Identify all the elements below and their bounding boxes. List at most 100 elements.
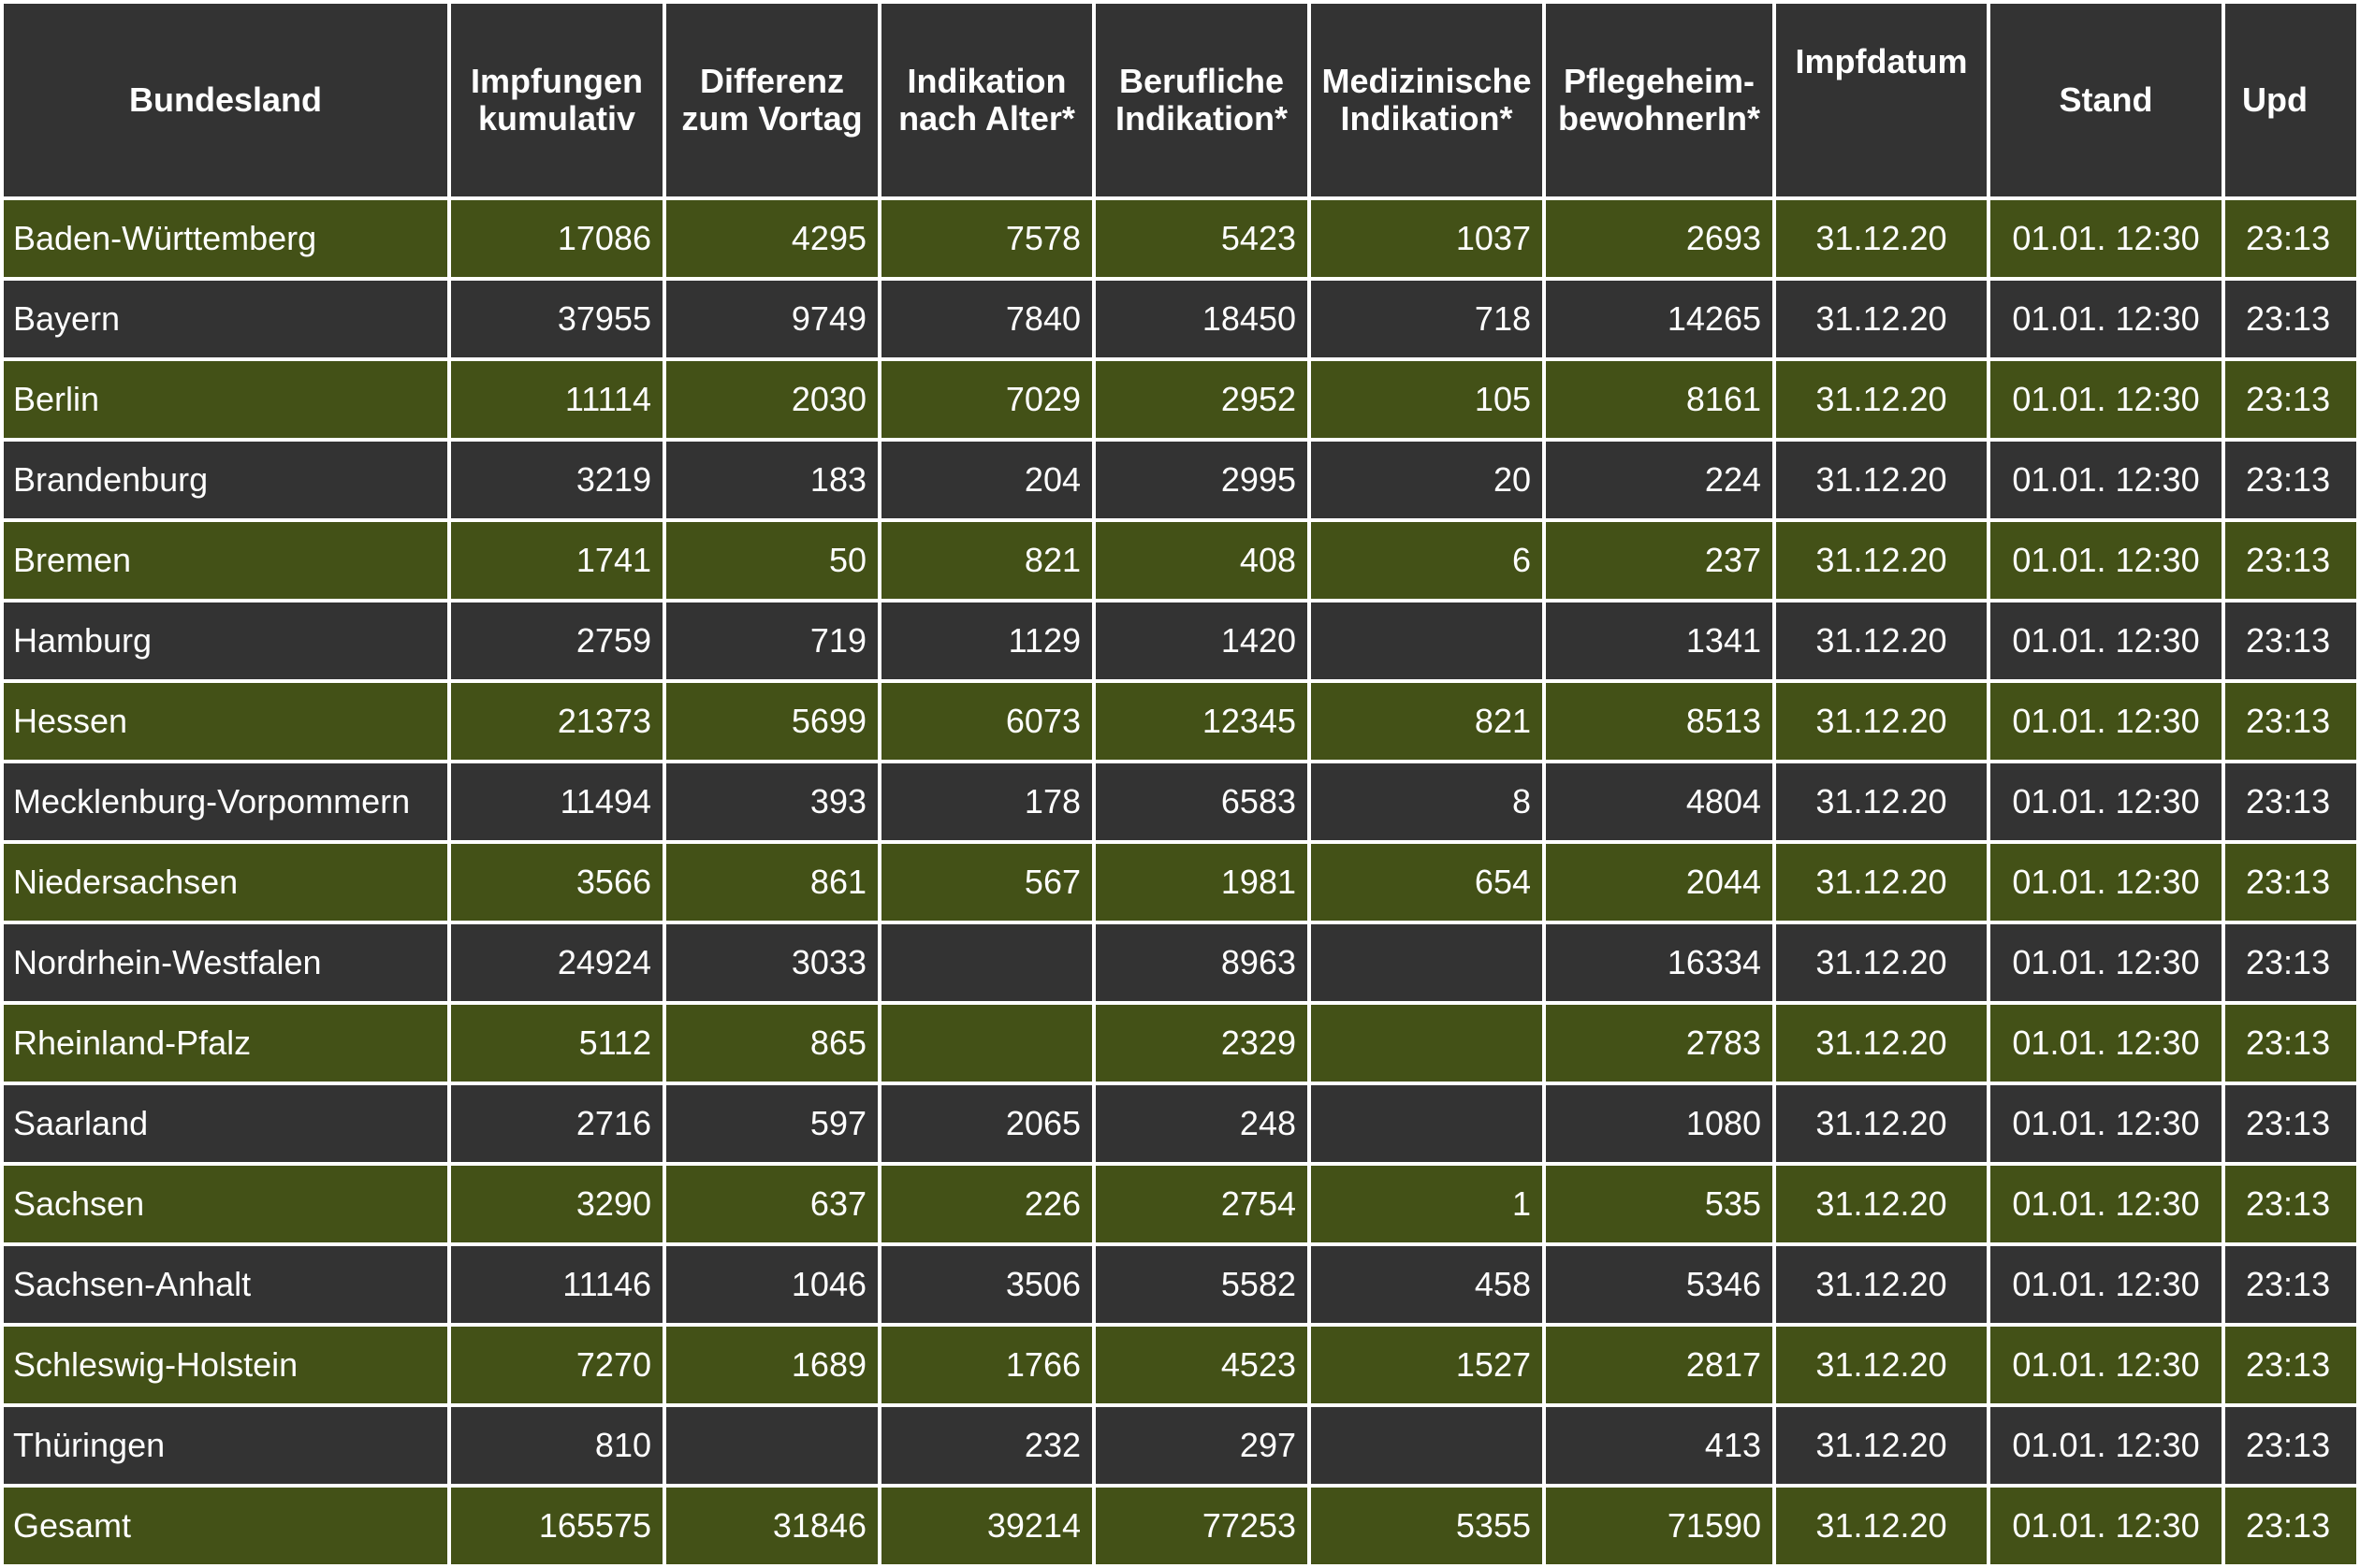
cell-impfdatum: 31.12.20 <box>1774 279 1990 361</box>
cell-medizinische-indikation: 8 <box>1309 762 1546 844</box>
cell-impfungen-kumulativ: 11114 <box>449 359 666 442</box>
cell-bundesland: Hamburg <box>4 601 451 683</box>
table-row: Mecklenburg-Vorpommern 11494 393 178 6583 8 48… <box>4 762 2356 844</box>
cell-indikation-nach-alter: 232 <box>880 1405 1096 1488</box>
cell-berufliche-indikation: 1420 <box>1094 601 1311 683</box>
cell-differenz-zum-vortag: 5699 <box>664 681 881 763</box>
table-row: Baden-Württemberg 17086 4295 7578 5423 1037 26… <box>4 198 2356 281</box>
cell-pflegeheimbewohner: 1341 <box>1544 601 1776 683</box>
cell-berufliche-indikation: 248 <box>1094 1083 1311 1166</box>
cell-bundesland: Thüringen <box>4 1405 451 1488</box>
cell-indikation-nach-alter: 39214 <box>880 1486 1096 1568</box>
header-indikation-nach-alter: Indikation nach Alter* <box>880 4 1096 200</box>
table-row: Sachsen 3290 637 226 2754 1 535 31.12.20 01.01. … <box>4 1164 2356 1246</box>
cell-impfdatum: 31.12.20 <box>1774 359 1990 442</box>
cell-berufliche-indikation: 4523 <box>1094 1325 1311 1407</box>
header-line: Bundesland <box>128 80 322 119</box>
header-line: Indikation <box>907 62 1067 100</box>
cell-medizinische-indikation: 5355 <box>1309 1486 1546 1568</box>
cell-differenz-zum-vortag: 865 <box>664 1003 881 1085</box>
cell-bundesland: Sachsen-Anhalt <box>4 1244 451 1327</box>
header-line: bewohnerIn* <box>1557 99 1761 138</box>
header-pflegeheimbewohner: Pflegeheim-bewohnerIn* <box>1544 4 1776 200</box>
cell-medizinische-indikation: 821 <box>1309 681 1546 763</box>
header-line: kumulativ <box>477 99 636 138</box>
cell-impfdatum: 31.12.20 <box>1774 1486 1990 1568</box>
cell-impfungen-kumulativ: 24924 <box>449 922 666 1005</box>
cell-stand: 01.01. 12:30 <box>1989 198 2225 281</box>
table-row: Rheinland-Pfalz 5112 865 2329 2783 31.12.20 01… <box>4 1003 2356 1085</box>
cell-berufliche-indikation: 5423 <box>1094 198 1311 281</box>
cell-bundesland: Brandenburg <box>4 440 451 522</box>
table-row: Thüringen 810 232 297 413 31.12.20 01.01. 12:3… <box>4 1405 2356 1488</box>
cell-medizinische-indikation: 105 <box>1309 359 1546 442</box>
cell-indikation-nach-alter: 2065 <box>880 1083 1096 1166</box>
cell-indikation-nach-alter: 3506 <box>880 1244 1096 1327</box>
table-row: Hessen 21373 5699 6073 12345 821 8513 31.12.20 0… <box>4 681 2356 763</box>
table-header: Bundesland Impfungen kumulativ Differenz z… <box>4 4 2356 200</box>
cell-impfungen-kumulativ: 1741 <box>449 520 666 603</box>
cell-pflegeheimbewohner: 8513 <box>1544 681 1776 763</box>
cell-impfungen-kumulativ: 21373 <box>449 681 666 763</box>
cell-indikation-nach-alter: 204 <box>880 440 1096 522</box>
cell-indikation-nach-alter: 1129 <box>880 601 1096 683</box>
table-row: Berlin 11114 2030 7029 2952 105 8161 31.12.20 01… <box>4 359 2356 442</box>
cell-bundesland: Niedersachsen <box>4 842 451 924</box>
cell-differenz-zum-vortag: 719 <box>664 601 881 683</box>
cell-differenz-zum-vortag: 31846 <box>664 1486 881 1568</box>
cell-bundesland: Hessen <box>4 681 451 763</box>
cell-medizinische-indikation: 1527 <box>1309 1325 1546 1407</box>
cell-stand: 01.01. 12:30 <box>1989 1083 2225 1166</box>
cell-impfungen-kumulativ: 11494 <box>449 762 666 844</box>
header-stand: Stand <box>1989 4 2225 200</box>
cell-pflegeheimbewohner: 2693 <box>1544 198 1776 281</box>
header-impfungen-kumulativ: Impfungen kumulativ <box>449 4 666 200</box>
cell-indikation-nach-alter: 178 <box>880 762 1096 844</box>
cell-medizinische-indikation: 654 <box>1309 842 1546 924</box>
vaccination-table: Bundesland Impfungen kumulativ Differenz z… <box>4 4 2356 1568</box>
cell-impfungen-kumulativ: 2759 <box>449 601 666 683</box>
cell-upd: 23:13 <box>2223 1083 2356 1166</box>
cell-pflegeheimbewohner: 1080 <box>1544 1083 1776 1166</box>
cell-indikation-nach-alter: 226 <box>880 1164 1096 1246</box>
cell-impfdatum: 31.12.20 <box>1774 922 1990 1005</box>
cell-stand: 01.01. 12:30 <box>1989 922 2225 1005</box>
header-line: Impfungen <box>471 62 643 100</box>
cell-differenz-zum-vortag: 597 <box>664 1083 881 1166</box>
cell-upd: 23:13 <box>2223 279 2356 361</box>
header-line: Differenz <box>699 62 845 100</box>
cell-bundesland: Baden-Württemberg <box>4 198 451 281</box>
cell-indikation-nach-alter: 7029 <box>880 359 1096 442</box>
cell-impfdatum: 31.12.20 <box>1774 762 1990 844</box>
cell-stand: 01.01. 12:30 <box>1989 279 2225 361</box>
cell-pflegeheimbewohner: 237 <box>1544 520 1776 603</box>
cell-impfdatum: 31.12.20 <box>1774 1405 1990 1488</box>
cell-upd: 23:13 <box>2223 1325 2356 1407</box>
cell-differenz-zum-vortag: 1046 <box>664 1244 881 1327</box>
table-row: Bremen 1741 50 821 408 6 237 31.12.20 01.01. 12:… <box>4 520 2356 603</box>
cell-berufliche-indikation: 5582 <box>1094 1244 1311 1327</box>
cell-impfungen-kumulativ: 37955 <box>449 279 666 361</box>
cell-berufliche-indikation: 408 <box>1094 520 1311 603</box>
cell-impfdatum: 31.12.20 <box>1774 440 1990 522</box>
cell-differenz-zum-vortag: 1689 <box>664 1325 881 1407</box>
cell-medizinische-indikation <box>1309 922 1546 1005</box>
cell-impfungen-kumulativ: 17086 <box>449 198 666 281</box>
cell-impfdatum: 31.12.20 <box>1774 601 1990 683</box>
cell-upd: 23:13 <box>2223 681 2356 763</box>
cell-upd: 23:13 <box>2223 1164 2356 1246</box>
cell-upd: 23:13 <box>2223 359 2356 442</box>
cell-pflegeheimbewohner: 4804 <box>1544 762 1776 844</box>
cell-stand: 01.01. 12:30 <box>1989 842 2225 924</box>
header-line: Indikation* <box>1114 99 1288 138</box>
table-row: Brandenburg 3219 183 204 2995 20 224 31.12.20 01… <box>4 440 2356 522</box>
cell-pflegeheimbewohner: 224 <box>1544 440 1776 522</box>
cell-indikation-nach-alter: 6073 <box>880 681 1096 763</box>
cell-differenz-zum-vortag <box>664 1405 881 1488</box>
cell-impfdatum: 31.12.20 <box>1774 1083 1990 1166</box>
cell-bundesland: Schleswig-Holstein <box>4 1325 451 1407</box>
cell-differenz-zum-vortag: 393 <box>664 762 881 844</box>
cell-upd: 23:13 <box>2223 520 2356 603</box>
cell-indikation-nach-alter: 7840 <box>880 279 1096 361</box>
table-row: Nordrhein-Westfalen 24924 3033 8963 16334 31.… <box>4 922 2356 1005</box>
